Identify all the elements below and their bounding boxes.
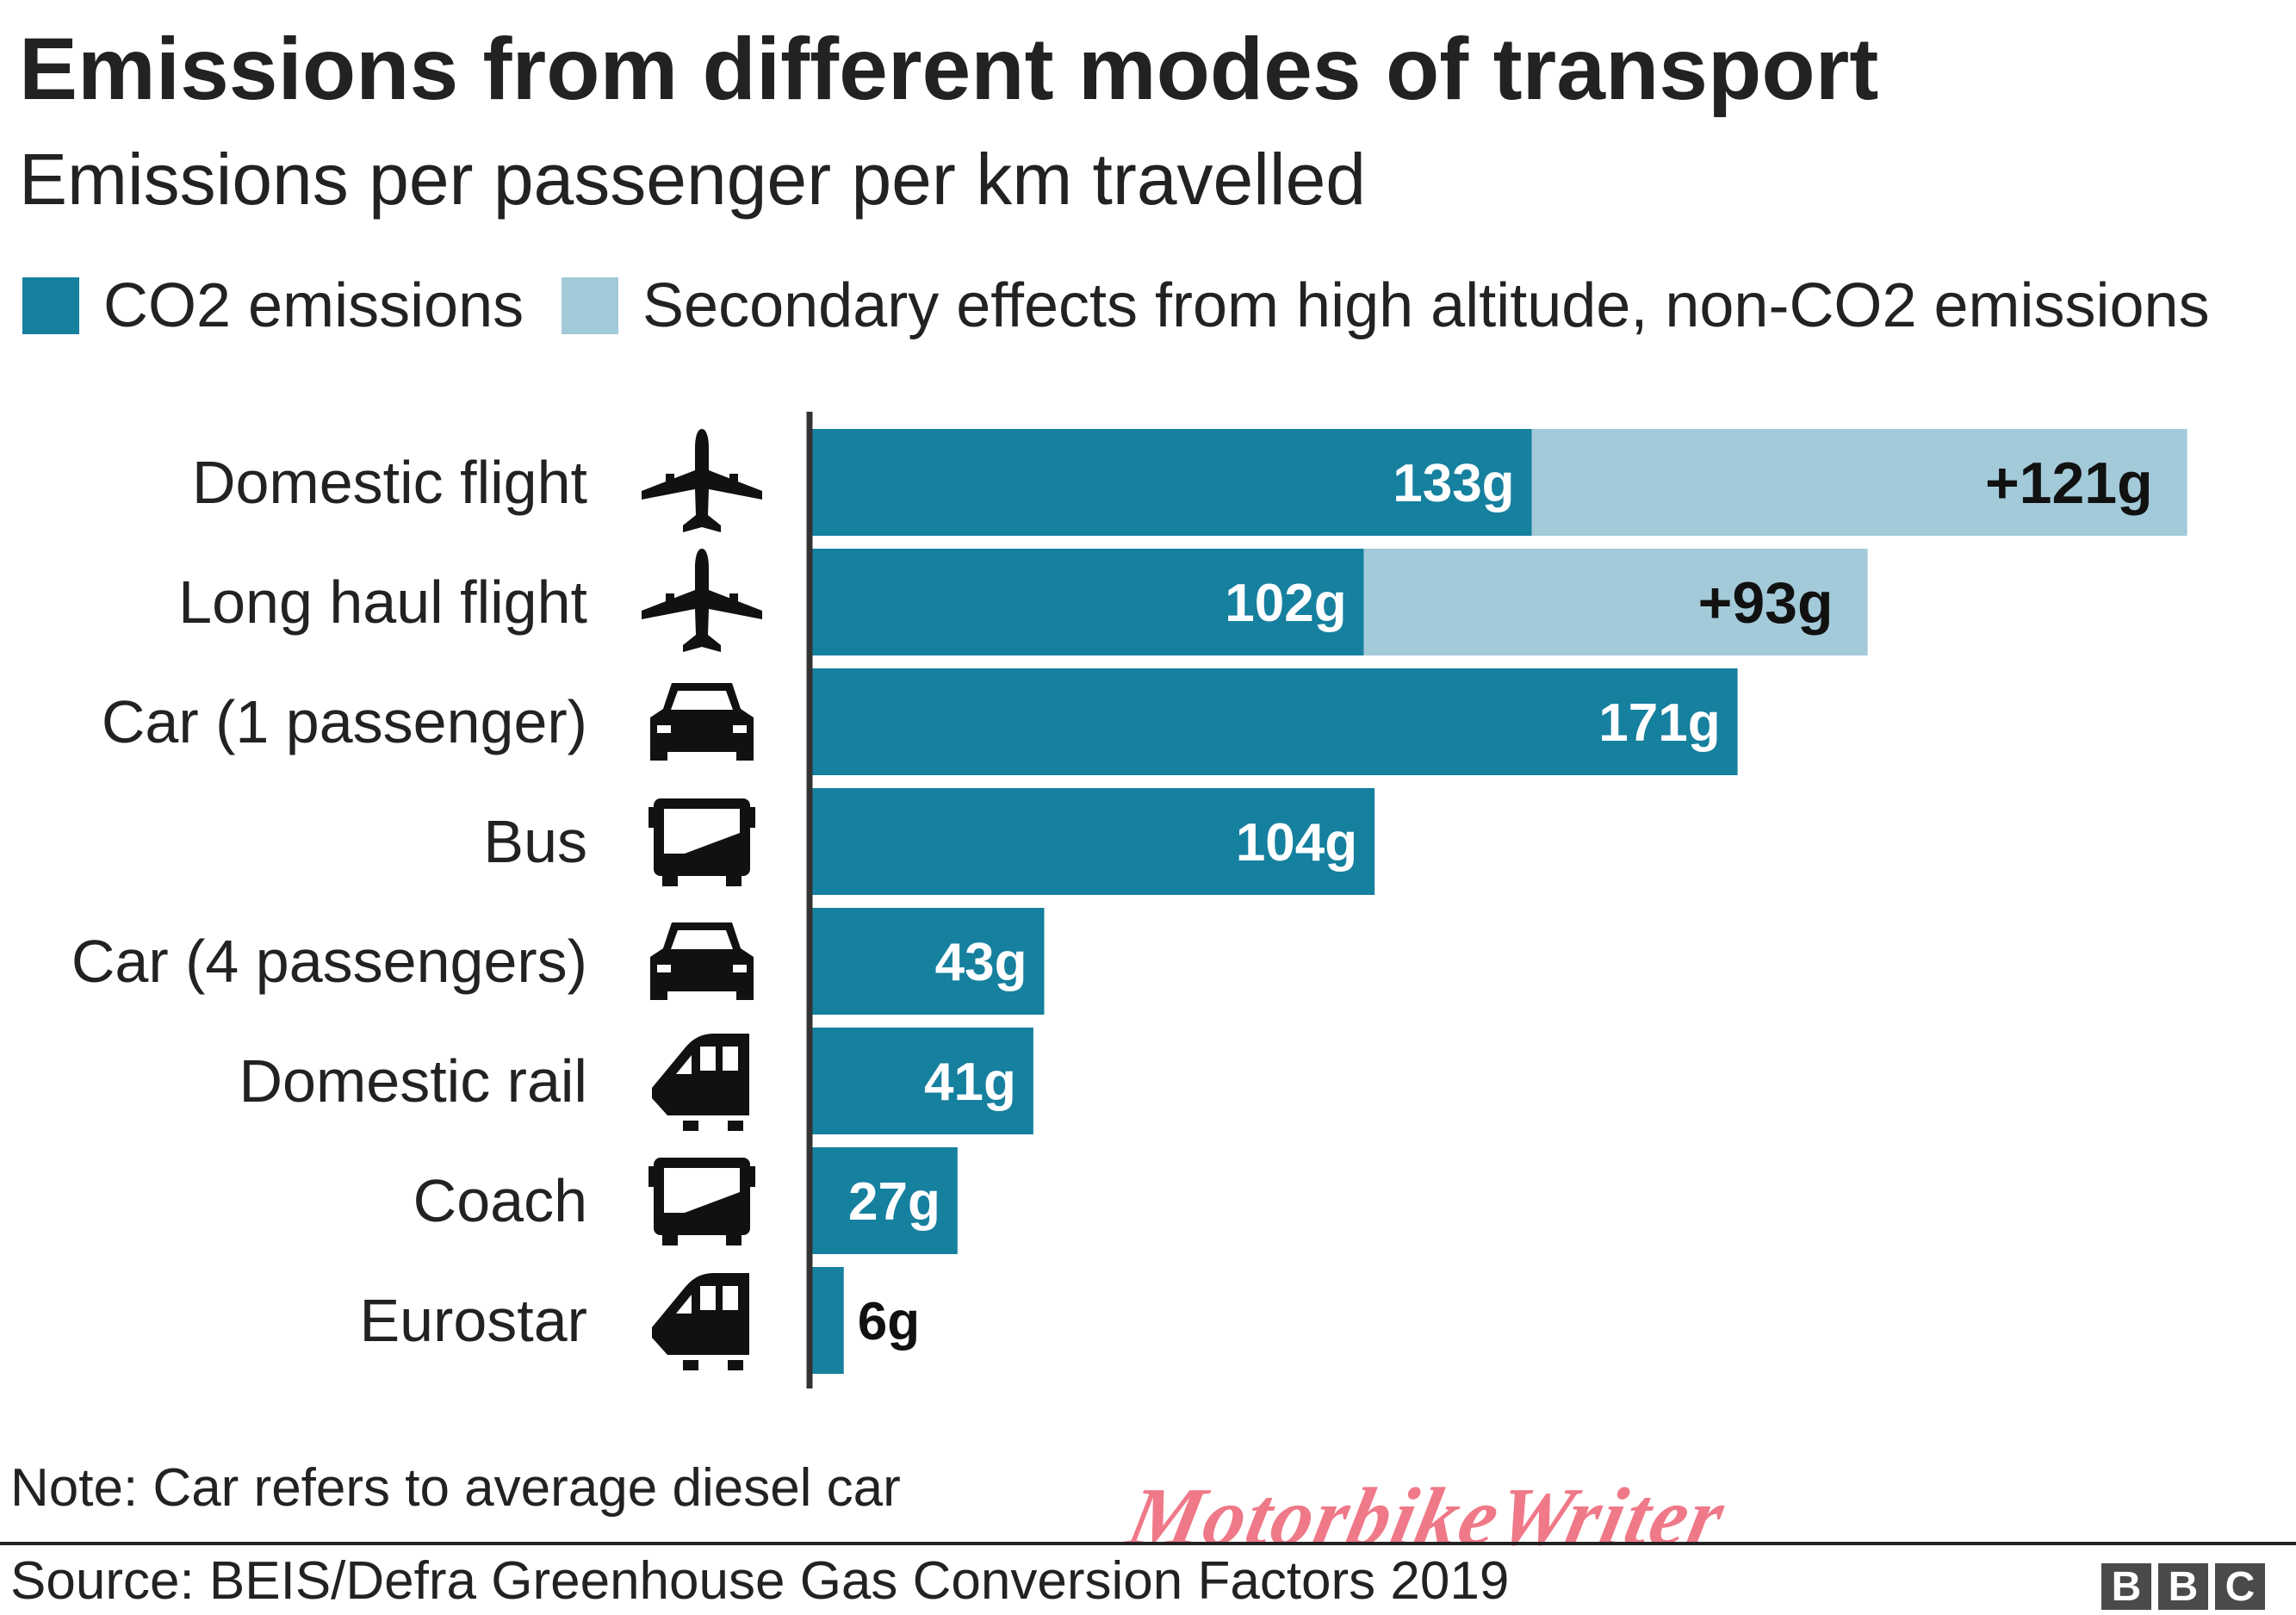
bar-co2	[811, 668, 1738, 775]
legend-item-co2: CO2 emissions	[22, 267, 524, 345]
train-windshield	[676, 1295, 692, 1314]
train-wheel	[683, 1360, 698, 1370]
category-label: Domestic rail	[239, 1047, 587, 1115]
bus-window-bar	[685, 1192, 740, 1213]
category-label: Car (4 passengers)	[71, 928, 587, 995]
bus-wheel	[726, 876, 742, 886]
bus-wheel	[662, 1235, 678, 1245]
plane-icon	[642, 429, 762, 532]
data-label: +121g	[1985, 450, 2153, 516]
plane-engine	[729, 593, 738, 607]
bbc-logo-block: B	[2101, 1563, 2151, 1610]
category-label: Eurostar	[359, 1287, 587, 1354]
category-label: Domestic flight	[192, 449, 587, 516]
bar-co2	[811, 788, 1375, 895]
car-headlight	[657, 965, 671, 972]
chart-source: Source: BEIS/Defra Greenhouse Gas Conver…	[10, 1551, 1510, 1611]
bar-secondary	[1363, 549, 1868, 655]
bar-co2	[811, 1267, 844, 1374]
data-label: 6g	[858, 1292, 920, 1351]
data-label: 133g	[1393, 454, 1514, 513]
car-icon	[650, 683, 754, 761]
train-body	[652, 1034, 749, 1115]
car-headlight	[733, 725, 747, 733]
train-icon	[652, 1273, 749, 1370]
legend-swatch-secondary	[562, 277, 618, 334]
bar-co2	[811, 1028, 1033, 1134]
category-label: Car (1 passenger)	[102, 688, 587, 755]
train-wheel	[728, 1360, 743, 1370]
bar-co2	[811, 1147, 958, 1254]
car-headlight	[733, 965, 747, 972]
car-windshield	[671, 691, 733, 710]
train-window	[700, 1286, 716, 1310]
bus-wheel	[726, 1235, 742, 1245]
data-label: 102g	[1225, 574, 1346, 633]
bbc-logo-block: C	[2215, 1563, 2265, 1610]
plane-body	[642, 549, 762, 652]
legend-swatch-co2	[22, 277, 79, 334]
chart-title: Emissions from different modes of transp…	[19, 20, 1879, 118]
data-label: 171g	[1598, 693, 1720, 753]
bar-secondary	[1531, 429, 2187, 536]
train-wheel	[728, 1121, 743, 1131]
data-label: 27g	[848, 1172, 940, 1232]
bus-mirror	[648, 1166, 654, 1187]
train-body	[652, 1273, 749, 1355]
plane-body	[642, 429, 762, 532]
bbc-logo: B B C	[2101, 1563, 2265, 1610]
car-headlight	[657, 725, 671, 733]
bus-wheel	[662, 876, 678, 886]
data-label: 43g	[935, 933, 1027, 992]
car-icon	[650, 922, 754, 1000]
data-label: +93g	[1698, 570, 1834, 636]
chart-note: Note: Car refers to average diesel car	[10, 1458, 901, 1518]
bus-mirror	[648, 807, 654, 828]
category-label: Coach	[413, 1167, 587, 1234]
bus-icon	[648, 798, 755, 886]
train-window	[723, 1286, 738, 1310]
bar-co2	[811, 549, 1364, 655]
data-label: 41g	[924, 1053, 1016, 1112]
footer-divider	[0, 1542, 2296, 1545]
bar-co2	[811, 908, 1045, 1015]
bbc-logo-block: B	[2158, 1563, 2208, 1610]
data-label: 104g	[1236, 813, 1357, 873]
train-windshield	[676, 1055, 692, 1074]
train-window	[700, 1047, 716, 1071]
train-icon	[652, 1034, 749, 1131]
bar-co2	[811, 429, 1532, 536]
plane-icon	[642, 549, 762, 652]
train-window	[723, 1047, 738, 1071]
plane-engine	[729, 474, 738, 488]
legend-label-co2: CO2 emissions	[103, 271, 524, 340]
category-label: Bus	[483, 808, 587, 875]
train-wheel	[683, 1121, 698, 1131]
plane-engine	[666, 474, 674, 488]
plane-engine	[666, 593, 674, 607]
bus-icon	[648, 1158, 755, 1245]
chart-subtitle: Emissions per passenger per km travelled	[19, 139, 1367, 220]
bus-mirror	[750, 1166, 755, 1187]
bus-window-bar	[685, 833, 740, 854]
legend-label-secondary: Secondary effects from high altitude, no…	[642, 271, 2210, 340]
category-label: Long haul flight	[178, 568, 587, 636]
car-windshield	[671, 930, 733, 949]
bus-mirror	[750, 807, 755, 828]
legend-item-secondary: Secondary effects from high altitude, no…	[562, 267, 2210, 345]
